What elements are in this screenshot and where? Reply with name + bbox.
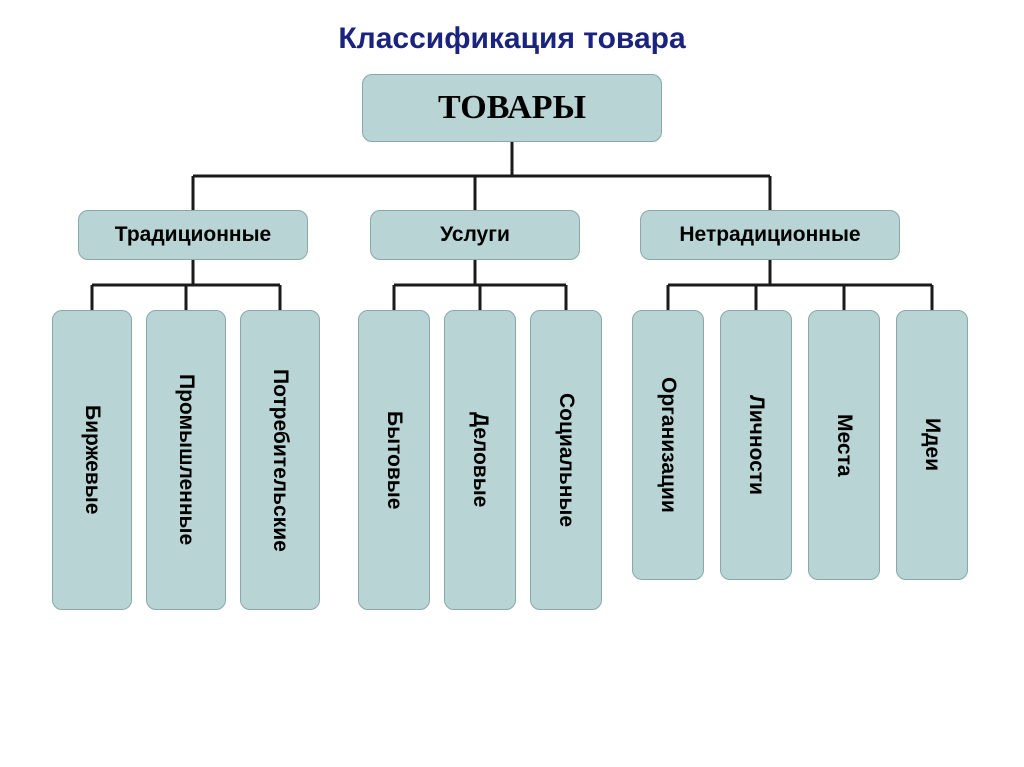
leaf-node: Организации bbox=[632, 310, 704, 580]
level2-node-nont: Нетрадиционные bbox=[640, 210, 900, 260]
leaf-node: Потребительские bbox=[240, 310, 320, 610]
leaf-node: Социальные bbox=[530, 310, 602, 610]
level2-node-trad: Традиционные bbox=[78, 210, 308, 260]
leaf-node: Промышленные bbox=[146, 310, 226, 610]
root-node: ТОВАРЫ bbox=[362, 74, 662, 142]
leaf-node: Бытовые bbox=[358, 310, 430, 610]
level2-node-serv: Услуги bbox=[370, 210, 580, 260]
leaf-node: Деловые bbox=[444, 310, 516, 610]
leaf-node: Идеи bbox=[896, 310, 968, 580]
leaf-node: Личности bbox=[720, 310, 792, 580]
diagram-title: Классификация товара bbox=[0, 22, 1024, 56]
leaf-node: Места bbox=[808, 310, 880, 580]
leaf-node: Биржевые bbox=[52, 310, 132, 610]
